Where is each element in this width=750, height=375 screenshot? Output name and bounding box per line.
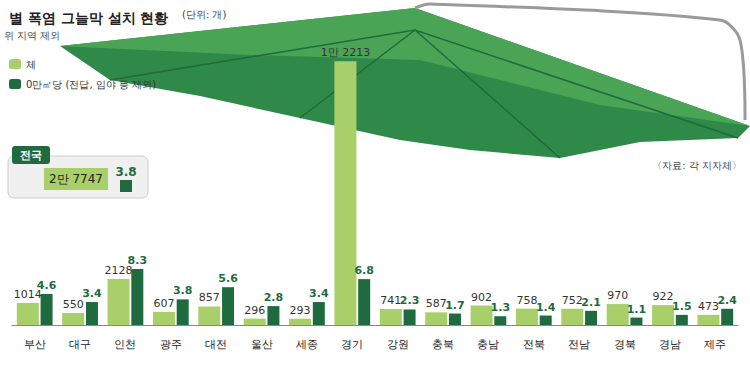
svg-text:체: 체 xyxy=(26,59,36,70)
svg-text:293: 293 xyxy=(290,304,311,317)
svg-text:부산: 부산 xyxy=(24,338,46,351)
svg-text:1.1: 1.1 xyxy=(627,303,647,316)
svg-text:5.6: 5.6 xyxy=(218,272,238,285)
svg-text:별 폭염 그늘막 설치 현황: 별 폭염 그늘막 설치 현황 xyxy=(9,10,169,26)
svg-text:3.8: 3.8 xyxy=(115,165,136,179)
svg-text:대전: 대전 xyxy=(205,338,227,351)
svg-text:제주: 제주 xyxy=(704,338,726,351)
svg-text:857: 857 xyxy=(199,291,220,304)
svg-text:2.4: 2.4 xyxy=(717,294,737,307)
svg-text:1014: 1014 xyxy=(13,288,42,302)
svg-text:광주: 광주 xyxy=(160,338,182,351)
svg-text:1.4: 1.4 xyxy=(536,301,556,314)
svg-text:대구: 대구 xyxy=(69,338,91,351)
svg-text:3.4: 3.4 xyxy=(309,287,329,300)
svg-text:전남: 전남 xyxy=(568,338,590,351)
svg-text:울산: 울산 xyxy=(251,338,273,351)
svg-text:1.5: 1.5 xyxy=(672,300,692,313)
svg-text:〈자료: 각 지자체〉: 〈자료: 각 지자체〉 xyxy=(652,160,742,171)
svg-text:473: 473 xyxy=(698,300,719,313)
svg-text:경남: 경남 xyxy=(659,338,681,351)
svg-text:550: 550 xyxy=(63,298,84,311)
svg-text:296: 296 xyxy=(244,304,265,317)
svg-text:충남: 충남 xyxy=(477,338,499,351)
svg-text:6.8: 6.8 xyxy=(354,264,374,277)
svg-text:758: 758 xyxy=(516,294,537,307)
svg-text:0만㎡당 (전답, 임야 등 제외): 0만㎡당 (전답, 임야 등 제외) xyxy=(26,79,156,90)
svg-text:전국: 전국 xyxy=(20,149,42,162)
svg-text:970: 970 xyxy=(607,289,628,302)
svg-text:3.4: 3.4 xyxy=(82,287,102,300)
svg-text:2.8: 2.8 xyxy=(264,291,284,304)
svg-text:607: 607 xyxy=(153,297,174,310)
svg-text:전북: 전북 xyxy=(523,338,545,351)
svg-text:8.3: 8.3 xyxy=(128,254,148,267)
svg-text:902: 902 xyxy=(471,291,492,304)
svg-text:1만 2213: 1만 2213 xyxy=(321,46,371,59)
svg-text:922: 922 xyxy=(653,290,674,303)
svg-text:충북: 충북 xyxy=(432,338,454,351)
svg-text:2.1: 2.1 xyxy=(581,296,601,309)
svg-text:1.3: 1.3 xyxy=(491,301,511,314)
svg-text:2128: 2128 xyxy=(104,264,133,277)
svg-text:2.3: 2.3 xyxy=(400,294,420,307)
svg-text:2만 7747: 2만 7747 xyxy=(49,172,103,186)
svg-text:인천: 인천 xyxy=(114,338,136,351)
svg-text:1.7: 1.7 xyxy=(445,299,465,312)
svg-text:경기: 경기 xyxy=(341,338,363,351)
svg-text:경북: 경북 xyxy=(614,338,636,351)
svg-text:741: 741 xyxy=(380,294,401,307)
svg-text:4.6: 4.6 xyxy=(37,279,57,292)
svg-text:위 지역 제외: 위 지역 제외 xyxy=(4,30,60,41)
svg-text:강원: 강원 xyxy=(387,338,409,351)
svg-text:세종: 세종 xyxy=(296,338,318,351)
svg-text:752: 752 xyxy=(562,294,583,307)
svg-text:587: 587 xyxy=(426,297,447,310)
svg-text:3.8: 3.8 xyxy=(173,284,193,297)
svg-text:(단위: 개): (단위: 개) xyxy=(182,9,226,20)
